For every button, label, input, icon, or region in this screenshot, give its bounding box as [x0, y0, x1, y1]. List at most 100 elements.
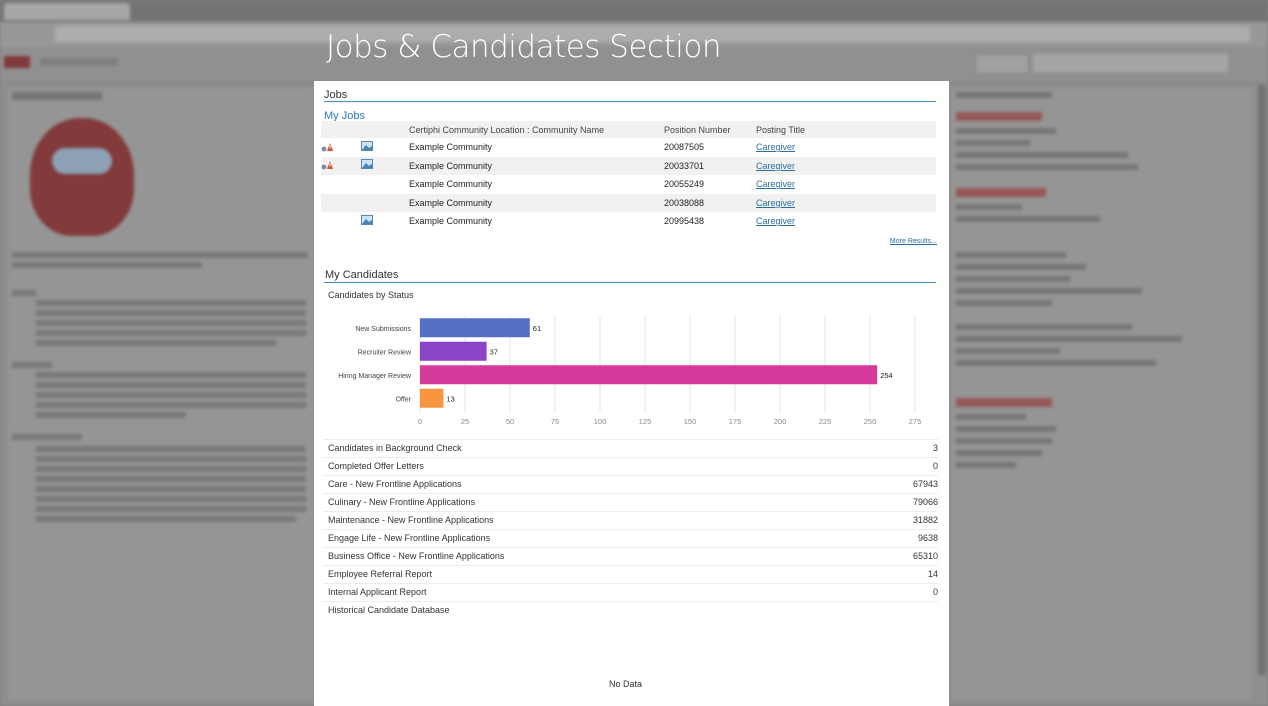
- x-tick-label: 225: [819, 417, 832, 426]
- stat-row[interactable]: Candidates in Background Check 3: [324, 439, 938, 457]
- category-label: Recruiter Review: [358, 349, 412, 356]
- text-line: [956, 112, 1042, 121]
- text-line: [36, 496, 306, 502]
- text-line: [36, 402, 306, 408]
- text-line: [36, 516, 296, 522]
- stat-label: Employee Referral Report: [328, 569, 433, 579]
- bar-value-label: 13: [446, 394, 454, 403]
- x-tick-label: 25: [461, 417, 469, 426]
- no-data-label: No Data: [609, 679, 643, 689]
- posting-title-link[interactable]: Caregiver: [756, 179, 796, 190]
- x-tick-label: 175: [729, 417, 742, 426]
- stat-value: 31882: [912, 515, 938, 525]
- stat-row[interactable]: Maintenance - New Frontline Applications…: [324, 511, 938, 529]
- table-row: Example Community 20087505 Caregiver: [321, 138, 936, 157]
- x-tick-label: 75: [551, 417, 559, 426]
- candidates-divider: [324, 282, 936, 283]
- text-line: [956, 398, 1052, 407]
- category-label: Hiring Manager Review: [338, 373, 412, 380]
- stat-row[interactable]: Care - New Frontline Applications 67943: [324, 475, 938, 493]
- text-line: [956, 450, 1042, 456]
- jobs-header: Jobs: [324, 89, 348, 101]
- posting-title-link[interactable]: Caregiver: [756, 160, 796, 171]
- address-field: [55, 26, 1250, 42]
- bar: [420, 318, 530, 338]
- stat-value: 67943: [912, 479, 938, 489]
- posting-title-link[interactable]: Caregiver: [756, 197, 796, 208]
- stat-label: Candidates in Background Check: [328, 443, 462, 453]
- stat-value: 0: [932, 461, 938, 471]
- stat-row[interactable]: Engage Life - New Frontline Applications…: [324, 529, 938, 547]
- text-line: [956, 324, 1132, 330]
- app-logo: [4, 56, 30, 68]
- text-line: [12, 434, 82, 440]
- text-line: [956, 336, 1182, 342]
- icon-col-header: [361, 121, 409, 138]
- app-nav-text: [40, 58, 118, 66]
- stat-value: 3: [932, 443, 938, 453]
- mascot-image: [30, 118, 134, 236]
- position-cell: 20995438: [664, 216, 705, 227]
- candidates-header: My Candidates: [325, 269, 399, 281]
- text-line: [956, 462, 1016, 468]
- text-line: [956, 300, 1052, 306]
- my-jobs-title[interactable]: My Jobs: [324, 110, 365, 122]
- x-tick-label: 200: [774, 417, 787, 426]
- section-title: Jobs & Candidates Section: [326, 29, 721, 65]
- text-line: [36, 330, 306, 336]
- column-header-position[interactable]: Position Number: [664, 121, 756, 138]
- table-row: Example Community 20033701 Caregiver: [321, 156, 936, 175]
- posting-title-link[interactable]: Caregiver: [756, 216, 796, 227]
- bar-value-label: 37: [490, 347, 498, 356]
- text-line: [956, 426, 1056, 432]
- text-line: [36, 382, 306, 388]
- stat-label: Engage Life - New Frontline Applications: [328, 533, 491, 543]
- posting-image-icon[interactable]: [361, 159, 373, 170]
- x-tick-label: 100: [594, 417, 607, 426]
- posting-image-icon[interactable]: [361, 214, 373, 226]
- text-line: [956, 92, 1052, 98]
- table-row: Example Community 20038088 Caregiver: [321, 193, 936, 212]
- text-line: [956, 152, 1128, 158]
- stat-value: 0: [932, 587, 938, 597]
- browser-tab: [4, 3, 130, 20]
- column-header-title[interactable]: Posting Title: [756, 121, 936, 138]
- stat-row[interactable]: Completed Offer Letters 0: [324, 457, 938, 475]
- header-button: [975, 54, 1029, 74]
- position-cell: 20033701: [664, 156, 756, 175]
- bar-value-label: 61: [533, 324, 541, 333]
- posting-title-link[interactable]: Caregiver: [756, 142, 796, 153]
- category-label: New Submissions: [355, 326, 411, 333]
- page-scrollbar: [1258, 85, 1266, 675]
- stat-label: Historical Candidate Database: [328, 605, 450, 615]
- stat-row[interactable]: Business Office - New Frontline Applicat…: [324, 547, 938, 565]
- stat-row[interactable]: Employee Referral Report 14: [324, 565, 938, 583]
- text-line: [36, 486, 306, 492]
- text-line: [956, 438, 1052, 444]
- text-line: [36, 412, 186, 418]
- stat-label: Completed Offer Letters: [328, 461, 424, 471]
- column-header-community[interactable]: Certiphi Community Location : Community …: [409, 121, 664, 138]
- jobs-divider: [324, 101, 936, 102]
- text-line: [956, 128, 1056, 134]
- stat-label: Care - New Frontline Applications: [328, 479, 462, 489]
- stat-value: 14: [927, 569, 938, 579]
- text-line: [12, 362, 52, 368]
- text-line: [956, 414, 1026, 420]
- stat-row[interactable]: Culinary - New Frontline Applications 790…: [324, 493, 938, 511]
- more-results-link[interactable]: More Results...: [889, 238, 937, 245]
- stat-row[interactable]: Internal Applicant Report 0: [324, 583, 938, 601]
- text-line: [36, 310, 306, 316]
- jobs-table-header: Certiphi Community Location : Community …: [321, 121, 936, 138]
- text-line: [36, 372, 306, 378]
- stat-row[interactable]: Historical Candidate Database: [324, 601, 938, 619]
- candidate-alert-icon[interactable]: [321, 159, 333, 170]
- chart-title: Candidates by Status: [328, 290, 414, 300]
- candidate-alert-icon[interactable]: [321, 141, 333, 152]
- stat-value: 79066: [912, 497, 938, 507]
- text-line: [36, 446, 306, 452]
- posting-image-icon[interactable]: [361, 140, 373, 152]
- x-tick-label: 275: [909, 417, 922, 426]
- icon-col-header: [321, 121, 361, 138]
- text-line: [36, 320, 306, 326]
